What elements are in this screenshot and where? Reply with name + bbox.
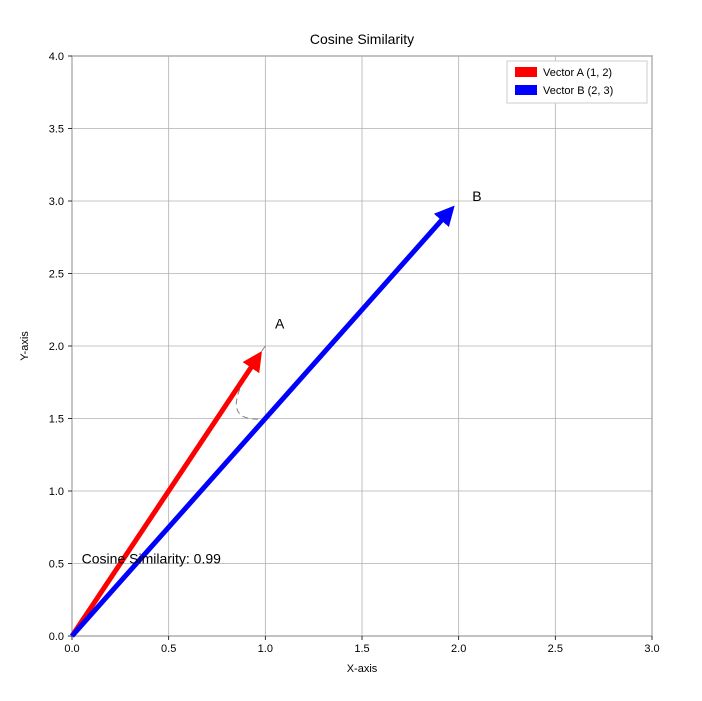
x-axis-label: X-axis (347, 663, 378, 675)
y-tick-label: 1.5 (49, 414, 64, 426)
legend-swatch-b (515, 85, 537, 95)
legend-label-b: Vector B (2, 3) (543, 85, 613, 97)
y-axis-label: Y-axis (19, 331, 31, 361)
x-tick-label: 1.5 (354, 643, 369, 655)
x-tick-label: 2.5 (548, 643, 563, 655)
y-tick-label: 2.0 (49, 341, 64, 353)
chart-title: Cosine Similarity (310, 31, 414, 47)
y-tick-label: 0.5 (49, 559, 64, 571)
legend-label-a: Vector A (1, 2) (543, 67, 612, 79)
y-tick-label: 2.5 (49, 269, 64, 281)
vector-label-a: A (275, 316, 285, 332)
y-tick-label: 4.0 (49, 51, 64, 63)
y-tick-label: 1.0 (49, 486, 64, 498)
legend-swatch-a (515, 67, 537, 77)
x-tick-label: 0.5 (161, 643, 176, 655)
x-tick-label: 0.0 (64, 643, 79, 655)
cosine-similarity-annotation: Cosine Similarity: 0.99 (82, 551, 221, 567)
cosine-similarity-chart: 0.0 0.5 1.0 1.5 2.0 2.5 3.0 0.0 0.5 1.0 1.5 2.0 2.5 3… (0, 0, 702, 701)
x-tick-label: 2.0 (451, 643, 466, 655)
vector-label-b: B (472, 188, 481, 204)
y-tick-label: 3.5 (49, 124, 64, 136)
x-tick-label: 1.0 (258, 643, 273, 655)
x-tick-label: 3.0 (644, 643, 659, 655)
chart-container: 0.0 0.5 1.0 1.5 2.0 2.5 3.0 0.0 0.5 1.0 1.5 2.0 2.5 3… (0, 0, 702, 701)
y-tick-label: 0.0 (49, 631, 64, 643)
y-tick-label: 3.0 (49, 196, 64, 208)
